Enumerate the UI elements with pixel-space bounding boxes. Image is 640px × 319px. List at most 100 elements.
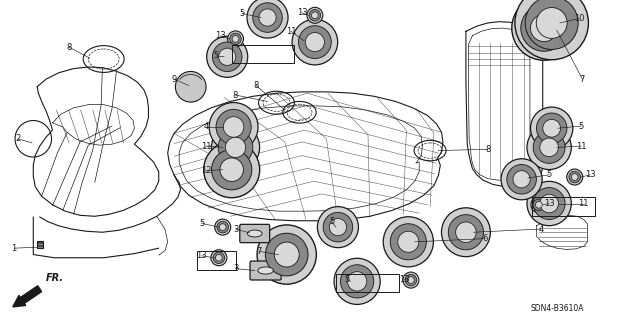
Circle shape xyxy=(225,137,246,158)
Text: 5: 5 xyxy=(344,275,349,284)
Circle shape xyxy=(569,171,580,183)
Circle shape xyxy=(230,33,241,45)
Text: 9: 9 xyxy=(172,75,177,84)
Text: 5: 5 xyxy=(547,170,552,179)
Text: 5: 5 xyxy=(239,9,244,18)
Circle shape xyxy=(228,31,243,47)
Circle shape xyxy=(214,219,231,235)
Bar xyxy=(197,251,236,270)
Circle shape xyxy=(533,131,565,163)
Circle shape xyxy=(217,221,228,233)
Circle shape xyxy=(216,254,222,261)
Circle shape xyxy=(348,272,367,291)
Circle shape xyxy=(456,222,476,242)
Text: 10: 10 xyxy=(574,14,584,23)
Text: 5: 5 xyxy=(199,219,204,228)
Circle shape xyxy=(398,231,419,252)
Circle shape xyxy=(572,174,578,181)
Circle shape xyxy=(223,117,244,137)
Text: 11: 11 xyxy=(201,142,211,151)
Circle shape xyxy=(219,48,236,65)
Circle shape xyxy=(540,194,559,213)
Text: 13: 13 xyxy=(544,199,554,208)
Circle shape xyxy=(175,71,206,102)
Circle shape xyxy=(531,15,557,41)
Text: 11: 11 xyxy=(576,142,586,151)
Text: 5: 5 xyxy=(579,122,584,130)
Circle shape xyxy=(212,42,242,71)
Circle shape xyxy=(533,199,545,211)
Circle shape xyxy=(216,109,251,145)
Circle shape xyxy=(512,0,576,60)
FancyBboxPatch shape xyxy=(250,261,281,280)
Circle shape xyxy=(253,3,282,32)
Circle shape xyxy=(247,0,288,38)
Bar xyxy=(532,197,595,216)
Text: 8: 8 xyxy=(485,145,490,154)
Circle shape xyxy=(540,138,559,157)
Bar xyxy=(36,241,43,248)
Circle shape xyxy=(209,102,258,152)
Text: 13: 13 xyxy=(216,31,226,40)
Circle shape xyxy=(275,242,299,267)
Circle shape xyxy=(218,130,253,165)
Text: 11: 11 xyxy=(579,199,589,208)
Circle shape xyxy=(536,201,542,208)
Circle shape xyxy=(531,107,573,149)
Circle shape xyxy=(531,197,547,213)
Circle shape xyxy=(527,125,572,169)
Text: 5: 5 xyxy=(214,51,219,60)
Text: 4: 4 xyxy=(204,122,209,131)
Text: 8: 8 xyxy=(253,81,259,90)
Text: 1: 1 xyxy=(12,244,17,253)
Circle shape xyxy=(442,208,490,257)
Bar xyxy=(336,274,399,292)
Circle shape xyxy=(330,219,346,236)
Text: 6: 6 xyxy=(483,234,488,243)
Circle shape xyxy=(334,258,380,304)
Circle shape xyxy=(211,123,260,171)
Circle shape xyxy=(543,119,561,137)
Circle shape xyxy=(211,150,252,190)
Circle shape xyxy=(340,265,374,298)
FancyBboxPatch shape xyxy=(240,224,269,243)
Text: 7: 7 xyxy=(580,75,585,84)
Circle shape xyxy=(259,9,276,26)
Circle shape xyxy=(527,182,572,226)
Circle shape xyxy=(220,224,226,231)
Circle shape xyxy=(536,8,567,38)
Circle shape xyxy=(298,26,332,58)
Text: 8: 8 xyxy=(67,43,72,52)
Ellipse shape xyxy=(258,267,273,274)
Text: 13: 13 xyxy=(297,8,307,17)
Text: 7: 7 xyxy=(257,247,262,256)
Circle shape xyxy=(515,0,588,60)
Circle shape xyxy=(507,165,536,194)
Circle shape xyxy=(408,277,414,284)
Text: 8: 8 xyxy=(233,91,238,100)
Circle shape xyxy=(405,274,417,286)
Circle shape xyxy=(533,188,565,219)
Circle shape xyxy=(513,171,530,188)
Circle shape xyxy=(501,159,542,200)
Text: SDN4-B3610A: SDN4-B3610A xyxy=(530,304,584,313)
Circle shape xyxy=(323,212,353,242)
Circle shape xyxy=(292,19,338,65)
Circle shape xyxy=(403,272,419,288)
Text: 11: 11 xyxy=(286,27,296,36)
Circle shape xyxy=(383,217,433,267)
Circle shape xyxy=(213,252,225,263)
Circle shape xyxy=(207,36,248,77)
Ellipse shape xyxy=(247,230,262,237)
Text: 3: 3 xyxy=(233,264,238,273)
Circle shape xyxy=(317,207,358,248)
Circle shape xyxy=(211,250,227,266)
Circle shape xyxy=(204,142,260,198)
Circle shape xyxy=(567,169,583,185)
Circle shape xyxy=(305,33,324,52)
Circle shape xyxy=(449,215,483,250)
Text: 13: 13 xyxy=(399,275,410,284)
Text: 3: 3 xyxy=(233,225,238,234)
Circle shape xyxy=(220,158,243,182)
Circle shape xyxy=(257,225,316,284)
